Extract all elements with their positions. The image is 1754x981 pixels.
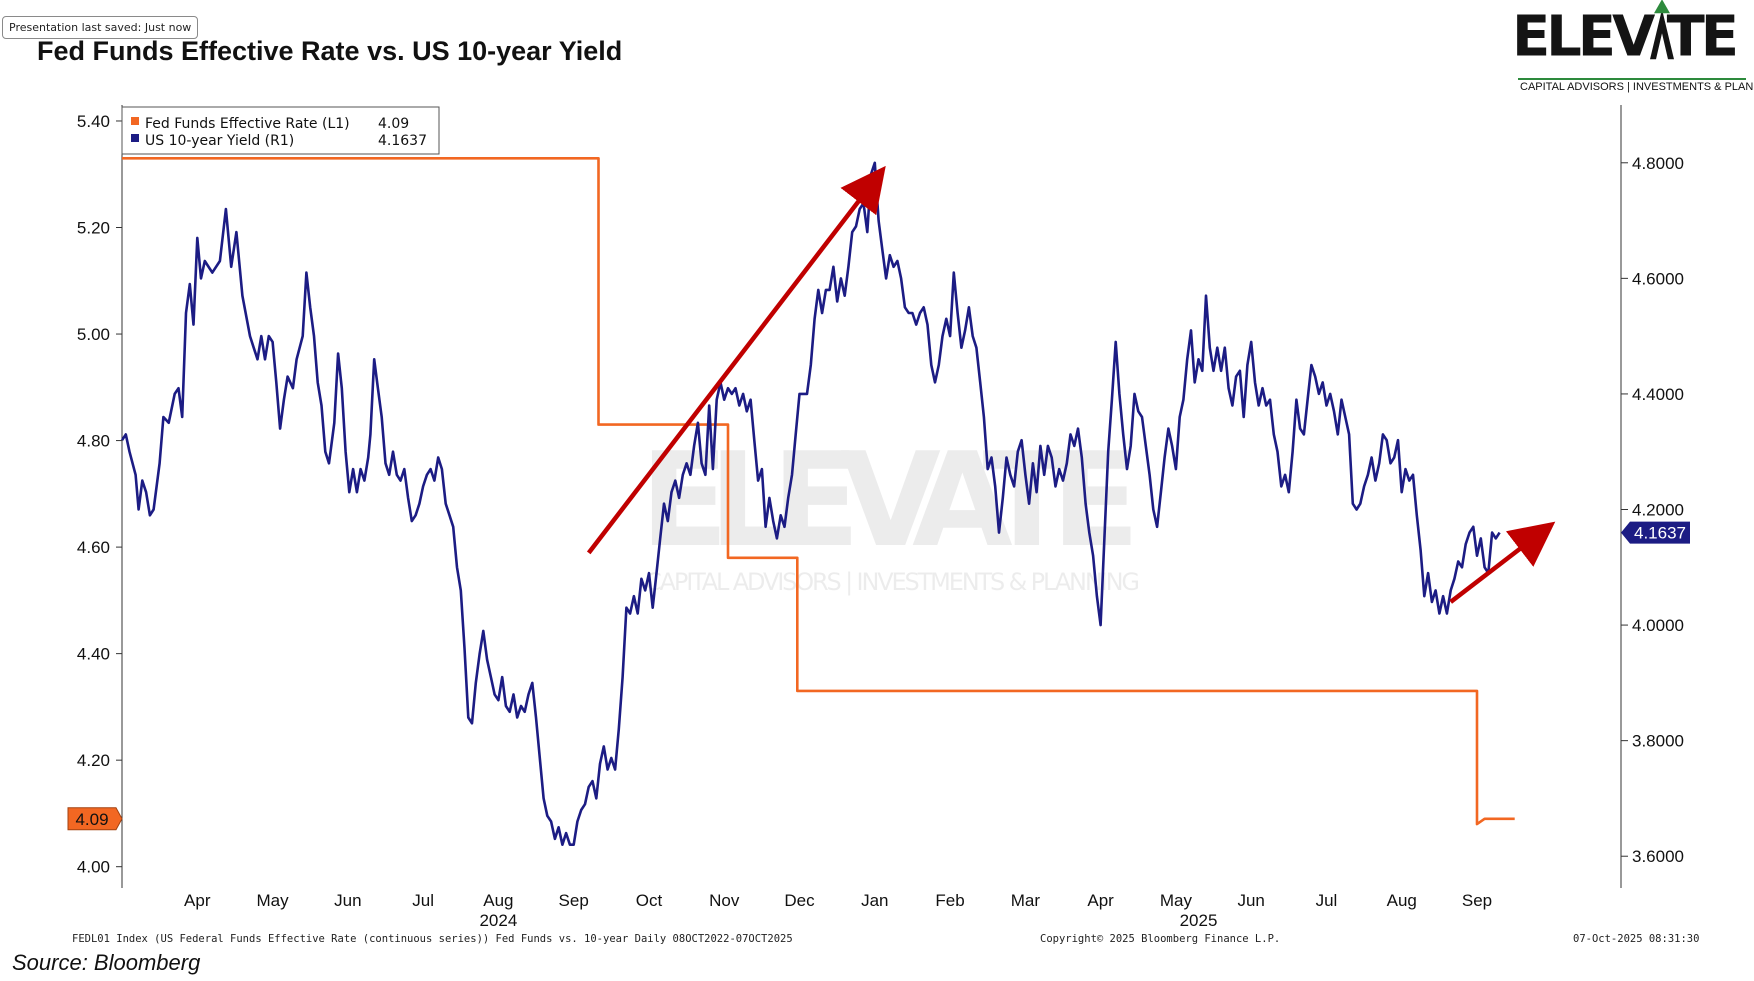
left-tick-label: 5.00 xyxy=(77,325,110,344)
bloomberg-footer: FEDL01 Index (US Federal Funds Effective… xyxy=(72,933,1699,945)
year-label: 2025 xyxy=(1180,911,1218,930)
save-status-pill: Presentation last saved: Just now xyxy=(2,16,199,39)
watermark: ELEVATE CAPITAL ADVISORS | INVESTMENTS &… xyxy=(640,424,1140,596)
annotation-layer xyxy=(586,165,1556,604)
month-label: Sep xyxy=(559,891,589,910)
trend-arrow-1 xyxy=(586,165,886,555)
right-last-value-tag xyxy=(1621,521,1690,544)
month-label: Sep xyxy=(1462,891,1492,910)
footer-right: 07-Oct-2025 08:31:30 xyxy=(1573,933,1699,945)
left-tick-label: 5.40 xyxy=(77,112,110,131)
month-label: Apr xyxy=(1087,891,1114,910)
footer-center: Copyright© 2025 Bloomberg Finance L.P. xyxy=(1040,933,1280,945)
watermark-tagline: CAPITAL ADVISORS | INVESTMENTS & PLANNIN… xyxy=(645,568,1140,596)
right-tick-label: 4.0000 xyxy=(1632,616,1684,635)
logo-wordmark-graphic: ELEV TE xyxy=(1512,0,1740,63)
elevate-logo: ELEV TE CAPITAL ADVISORS | INVESTMENTS &… xyxy=(1510,0,1754,98)
month-label: Aug xyxy=(483,891,513,910)
logo-arrow-tip-icon xyxy=(1654,0,1670,14)
year-label: 2024 xyxy=(479,911,517,930)
logo-tagline: CAPITAL ADVISORS | INVESTMENTS & PLANNIN… xyxy=(1520,81,1754,93)
series-line-10yr-yield xyxy=(120,161,1501,846)
left-tick-label: 4.20 xyxy=(77,751,110,770)
legend-swatch-fed xyxy=(131,117,139,125)
svg-text:ELEV TE: ELEV TE xyxy=(1512,4,1740,63)
left-tick-label: 4.80 xyxy=(77,432,110,451)
left-last-value-text: 4.09 xyxy=(75,810,108,829)
right-last-value-text: 4.1637 xyxy=(1634,524,1686,543)
month-label: Jun xyxy=(334,891,361,910)
month-label: Dec xyxy=(784,891,815,910)
trend-arrow-2 xyxy=(1449,521,1556,604)
right-tick-label: 4.6000 xyxy=(1632,269,1684,288)
right-tick-label: 3.6000 xyxy=(1632,847,1684,866)
month-label: Jan xyxy=(861,891,888,910)
right-axis-ticks: 3.6000 3.8000 4.0000 4.2000 4.4000 4.6000 4.80… xyxy=(1621,154,1684,866)
left-tick-label: 4.60 xyxy=(77,538,110,557)
month-label: May xyxy=(1160,891,1193,910)
month-label: Mar xyxy=(1011,891,1041,910)
source-note: Source: Bloomberg xyxy=(12,950,201,975)
logo-rule xyxy=(1518,78,1746,80)
legend-value-ust: 4.1637 xyxy=(378,133,427,149)
logo-arrow-icon xyxy=(1650,9,1674,60)
month-label: May xyxy=(256,891,289,910)
legend-label-ust: US 10-year Yield (R1) xyxy=(145,133,294,149)
right-tick-label: 4.4000 xyxy=(1632,385,1684,404)
axes xyxy=(121,105,1622,888)
month-label: Feb xyxy=(935,891,964,910)
legend-box xyxy=(121,106,440,155)
left-last-value-tag xyxy=(67,807,123,831)
last-value-tags: 4.09 4.1637 xyxy=(67,521,1690,831)
month-label: Oct xyxy=(636,891,663,910)
legend-label-fed: Fed Funds Effective Rate (L1) xyxy=(145,116,350,132)
right-tick-label: 3.8000 xyxy=(1632,732,1684,751)
month-label: Apr xyxy=(184,891,211,910)
month-label: Nov xyxy=(709,891,740,910)
left-tick-label: 5.20 xyxy=(77,219,110,238)
month-label: Jul xyxy=(1316,891,1338,910)
left-tick-label: 4.00 xyxy=(77,858,110,877)
series-layer xyxy=(120,157,1515,846)
month-label: Jun xyxy=(1237,891,1264,910)
chart-title: Fed Funds Effective Rate vs. US 10-year … xyxy=(37,36,623,66)
month-label: Aug xyxy=(1387,891,1417,910)
right-tick-label: 4.8000 xyxy=(1632,154,1684,173)
legend-swatch-ust xyxy=(131,134,139,142)
month-labels: Apr May Jun Jul Aug Sep Oct Nov Dec Jan Feb Mar Apr M… xyxy=(184,891,1492,930)
left-axis-ticks: 4.00 4.20 4.40 4.60 4.80 5.00 5.20 5.40 xyxy=(77,112,122,877)
series-line-fed-funds xyxy=(122,157,1515,826)
footer-left: FEDL01 Index (US Federal Funds Effective… xyxy=(72,933,793,945)
legend-value-fed: 4.09 xyxy=(378,116,409,132)
left-tick-label: 4.40 xyxy=(77,645,110,664)
watermark-word: ELEVATE xyxy=(640,424,1140,576)
right-tick-label: 4.2000 xyxy=(1632,501,1684,520)
month-label: Jul xyxy=(412,891,434,910)
legend: Fed Funds Effective Rate (L1) 4.09 US 10… xyxy=(121,106,440,155)
